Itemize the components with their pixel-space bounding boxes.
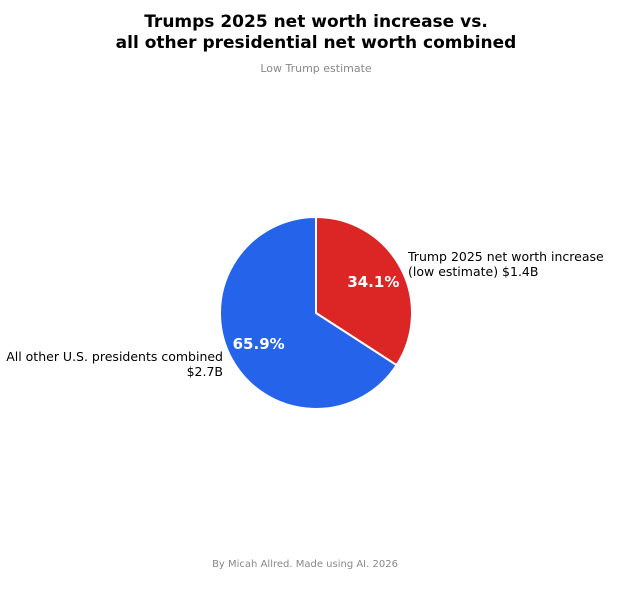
slice-label-trump: Trump 2025 net worth increase (low estim… <box>408 249 604 279</box>
chart-title: Trumps 2025 net worth increase vs. all o… <box>115 12 517 53</box>
slice-percent-label: 65.9% <box>233 335 285 353</box>
slice-percent-label: 34.1% <box>347 273 399 291</box>
footer-credit: By Micah Allred. Made using AI. 2026 <box>212 559 398 570</box>
pie-slice <box>219 215 398 410</box>
chart-subtitle: Low Trump estimate <box>260 62 372 75</box>
slice-label-others: All other U.S. presidents combined $2.7B <box>6 349 223 379</box>
